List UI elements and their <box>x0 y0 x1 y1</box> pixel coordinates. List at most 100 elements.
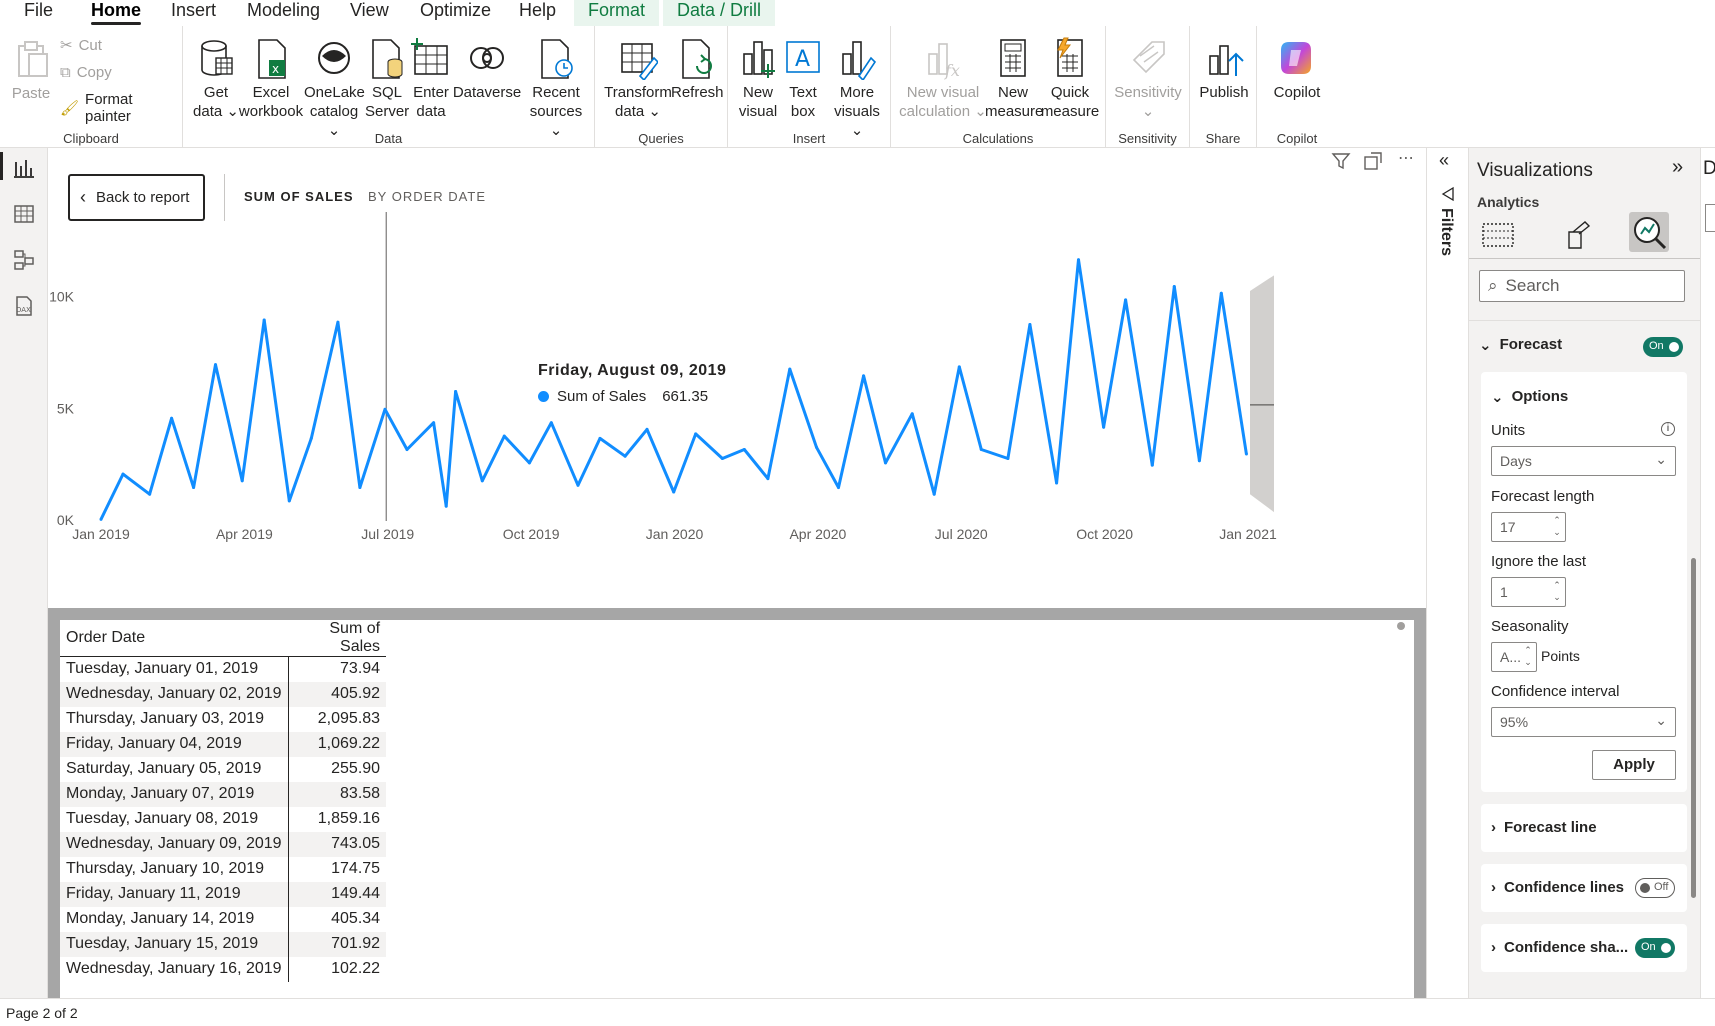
data-point[interactable] <box>192 486 196 489</box>
line-chart-visual[interactable]: ‹ Back to report SUM OF SALES BY ORDER D… <box>48 148 1426 608</box>
data-point[interactable] <box>480 479 484 483</box>
excel-workbook-button[interactable]: x Excel workbook <box>238 36 304 121</box>
more-visuals-button[interactable]: More visuals ⌄ <box>828 36 886 140</box>
tab-modeling[interactable]: Modeling <box>247 0 321 20</box>
tab-optimize[interactable]: Optimize <box>420 0 492 20</box>
data-point[interactable] <box>979 448 983 452</box>
new-measure-button[interactable]: New measure <box>985 36 1043 121</box>
text-box-button[interactable]: A Text box <box>781 36 825 121</box>
sql-server-button[interactable]: SQL Server <box>365 36 409 121</box>
recent-sources-button[interactable]: Recent sources ⌄ <box>522 36 590 140</box>
data-pane-collapsed[interactable]: D <box>1700 148 1715 998</box>
data-point[interactable] <box>549 421 553 425</box>
table-row[interactable]: Tuesday, January 08, 2019 1,859.16 <box>60 806 387 832</box>
data-point[interactable] <box>884 461 888 465</box>
forecast-length-stepper[interactable]: 17 ⌃ ⌄ <box>1491 512 1566 542</box>
data-point[interactable] <box>623 454 627 458</box>
filters-pane-collapsed[interactable]: « Filters <box>1426 148 1468 998</box>
forecast-toggle[interactable]: On <box>1643 337 1683 357</box>
tab-view[interactable]: View <box>350 0 389 20</box>
table-visual[interactable]: Order Date Sum of Sales Tuesday, January… <box>60 620 1414 998</box>
more-options-icon[interactable]: ⋯ <box>1398 150 1414 167</box>
table-row[interactable]: Friday, January 11, 2019 149.44 <box>60 881 387 907</box>
data-point[interactable] <box>1077 258 1081 262</box>
data-point[interactable] <box>932 492 936 496</box>
data-point[interactable] <box>309 436 313 440</box>
data-point[interactable] <box>444 504 448 508</box>
confidence-lines-toggle[interactable]: Off <box>1635 878 1675 898</box>
sensitivity-button[interactable]: Sensitivity ⌄ <box>1110 36 1186 121</box>
dataverse-button[interactable]: Dataverse <box>452 36 522 102</box>
dax-query-view-icon[interactable]: DAX <box>12 294 36 318</box>
tab-file[interactable]: File <box>24 0 54 20</box>
data-point[interactable] <box>262 318 266 322</box>
data-point[interactable] <box>598 436 602 440</box>
viz-search-input[interactable]: ⌕ Search <box>1479 270 1685 302</box>
viz-pane-scrollbar[interactable] <box>1691 558 1696 898</box>
info-icon[interactable]: i <box>1661 422 1675 436</box>
data-point[interactable] <box>358 486 362 489</box>
get-data-button[interactable]: Get data ⌄ <box>192 36 240 121</box>
table-row[interactable]: Thursday, January 03, 2019 2,095.83 <box>60 706 387 732</box>
data-point[interactable] <box>694 432 698 436</box>
data-point[interactable] <box>405 448 409 452</box>
confidence-shading-card[interactable]: › Confidence sha... On <box>1481 924 1687 972</box>
series-line-sum-of-sales[interactable] <box>99 258 1248 520</box>
tab-data-drill[interactable]: Data / Drill <box>663 0 776 26</box>
focus-mode-icon[interactable] <box>1362 150 1384 175</box>
data-point[interactable] <box>742 448 746 452</box>
table-row[interactable]: Wednesday, January 02, 2019 405.92 <box>60 681 387 707</box>
copilot-button[interactable]: Copilot <box>1265 36 1329 102</box>
seasonality-stepper[interactable]: A... ⌃ ⌄ <box>1491 642 1537 672</box>
table-row[interactable]: Thursday, January 10, 2019 174.75 <box>60 856 387 882</box>
new-visual-calculation-button[interactable]: fx New visual calculation ⌄ <box>899 36 987 121</box>
column-header-order-date[interactable]: Order Date <box>60 620 289 657</box>
transform-data-button[interactable]: Transform data ⌄ <box>603 36 673 121</box>
table-row[interactable]: Friday, January 04, 2019 1,069.22 <box>60 731 387 757</box>
table-row[interactable]: Monday, January 14, 2019 405.34 <box>60 906 387 932</box>
apply-button[interactable]: Apply <box>1592 750 1676 780</box>
build-visual-tab-icon[interactable] <box>1481 218 1515 255</box>
model-view-icon[interactable] <box>12 248 36 272</box>
data-point[interactable] <box>214 363 218 367</box>
new-visual-button[interactable]: New visual <box>736 36 780 121</box>
data-point[interactable] <box>121 472 125 476</box>
data-point[interactable] <box>815 445 819 449</box>
data-point[interactable] <box>170 416 174 420</box>
data-point[interactable] <box>527 461 531 465</box>
data-point[interactable] <box>1006 456 1010 460</box>
options-section-header[interactable]: ⌄ Options <box>1491 388 1569 406</box>
expand-filters-icon[interactable]: « <box>1439 150 1450 170</box>
data-point[interactable] <box>454 389 458 393</box>
enter-data-button[interactable]: Enter data <box>409 36 453 121</box>
data-point[interactable] <box>148 492 152 496</box>
paste-button[interactable]: Paste <box>8 36 54 103</box>
data-point[interactable] <box>502 434 506 438</box>
table-row[interactable]: Wednesday, January 16, 2019 102.22 <box>60 956 387 982</box>
data-point[interactable] <box>836 486 840 489</box>
onelake-catalog-button[interactable]: OneLake catalog ⌄ <box>304 36 365 140</box>
data-point[interactable] <box>788 367 792 371</box>
data-point[interactable] <box>1172 285 1176 288</box>
tab-insert[interactable]: Insert <box>171 0 217 20</box>
format-painter-button[interactable]: 🖌 Format painter <box>60 91 133 125</box>
tab-format[interactable]: Format <box>574 0 660 26</box>
table-row[interactable]: Saturday, January 05, 2019 255.90 <box>60 756 387 782</box>
table-row[interactable]: Monday, January 07, 2019 83.58 <box>60 781 387 807</box>
data-point[interactable] <box>720 456 724 460</box>
publish-button[interactable]: Publish <box>1196 36 1252 102</box>
data-point[interactable] <box>576 483 580 487</box>
copy-button[interactable]: ⧉ Copy <box>60 64 112 81</box>
data-point[interactable] <box>862 374 866 378</box>
forecast-section-header[interactable]: ⌄ Forecast <box>1479 336 1563 354</box>
data-point[interactable] <box>1028 322 1032 326</box>
table-row[interactable]: Tuesday, January 01, 2019 73.94 <box>60 656 387 682</box>
filter-icon[interactable] <box>1330 150 1352 175</box>
data-point[interactable] <box>1150 463 1154 467</box>
cut-button[interactable]: ✂ Cut <box>60 36 102 55</box>
analytics-tab-icon[interactable] <box>1629 212 1669 252</box>
back-to-report-button[interactable]: ‹ Back to report <box>68 174 205 221</box>
data-point[interactable] <box>910 412 914 416</box>
data-point[interactable] <box>957 365 961 369</box>
confidence-shading-toggle[interactable]: On <box>1635 938 1675 958</box>
